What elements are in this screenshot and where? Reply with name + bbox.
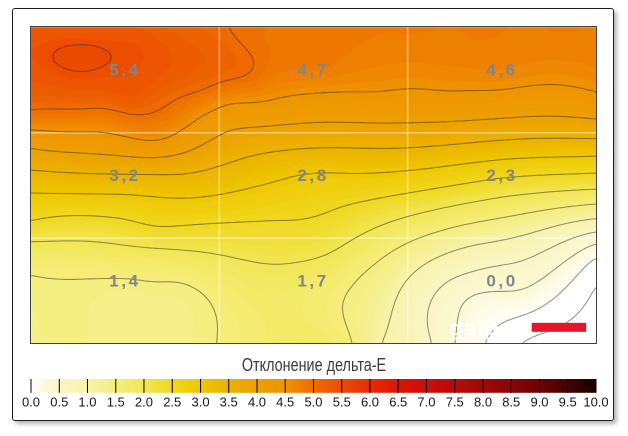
svg-text:4.5: 4.5 xyxy=(276,395,294,410)
svg-text:4,7: 4,7 xyxy=(297,60,328,79)
svg-text:2.0: 2.0 xyxy=(135,395,153,410)
svg-text:6.5: 6.5 xyxy=(389,395,407,410)
svg-text:date: date xyxy=(449,315,500,340)
svg-text:1,7: 1,7 xyxy=(297,271,328,290)
svg-text:4,6: 4,6 xyxy=(486,60,517,79)
svg-text:0.0: 0.0 xyxy=(22,395,40,410)
svg-text:3.5: 3.5 xyxy=(220,395,238,410)
svg-text:2,3: 2,3 xyxy=(486,166,517,185)
svg-text:7.5: 7.5 xyxy=(446,395,464,410)
svg-text:7.0: 7.0 xyxy=(417,395,435,410)
svg-text:3,2: 3,2 xyxy=(109,166,140,185)
svg-text:1.5: 1.5 xyxy=(107,395,125,410)
svg-text:9.5: 9.5 xyxy=(559,395,577,410)
svg-text:8.5: 8.5 xyxy=(502,395,520,410)
svg-text:9.0: 9.0 xyxy=(530,395,548,410)
svg-text:2,8: 2,8 xyxy=(297,166,328,185)
svg-text:6.0: 6.0 xyxy=(361,395,379,410)
svg-text:10.0: 10.0 xyxy=(583,395,608,410)
svg-text:1.0: 1.0 xyxy=(78,395,96,410)
svg-text:3.0: 3.0 xyxy=(192,395,210,410)
svg-text:0.5: 0.5 xyxy=(50,395,68,410)
svg-text:2.5: 2.5 xyxy=(163,395,181,410)
svg-text:4.0: 4.0 xyxy=(248,395,266,410)
svg-text:5,4: 5,4 xyxy=(109,60,140,79)
svg-text:8.0: 8.0 xyxy=(474,395,492,410)
svg-text:5.5: 5.5 xyxy=(333,395,351,410)
svg-text:5.0: 5.0 xyxy=(304,395,322,410)
svg-text:1,4: 1,4 xyxy=(109,271,140,290)
svg-text:0,0: 0,0 xyxy=(486,271,517,290)
